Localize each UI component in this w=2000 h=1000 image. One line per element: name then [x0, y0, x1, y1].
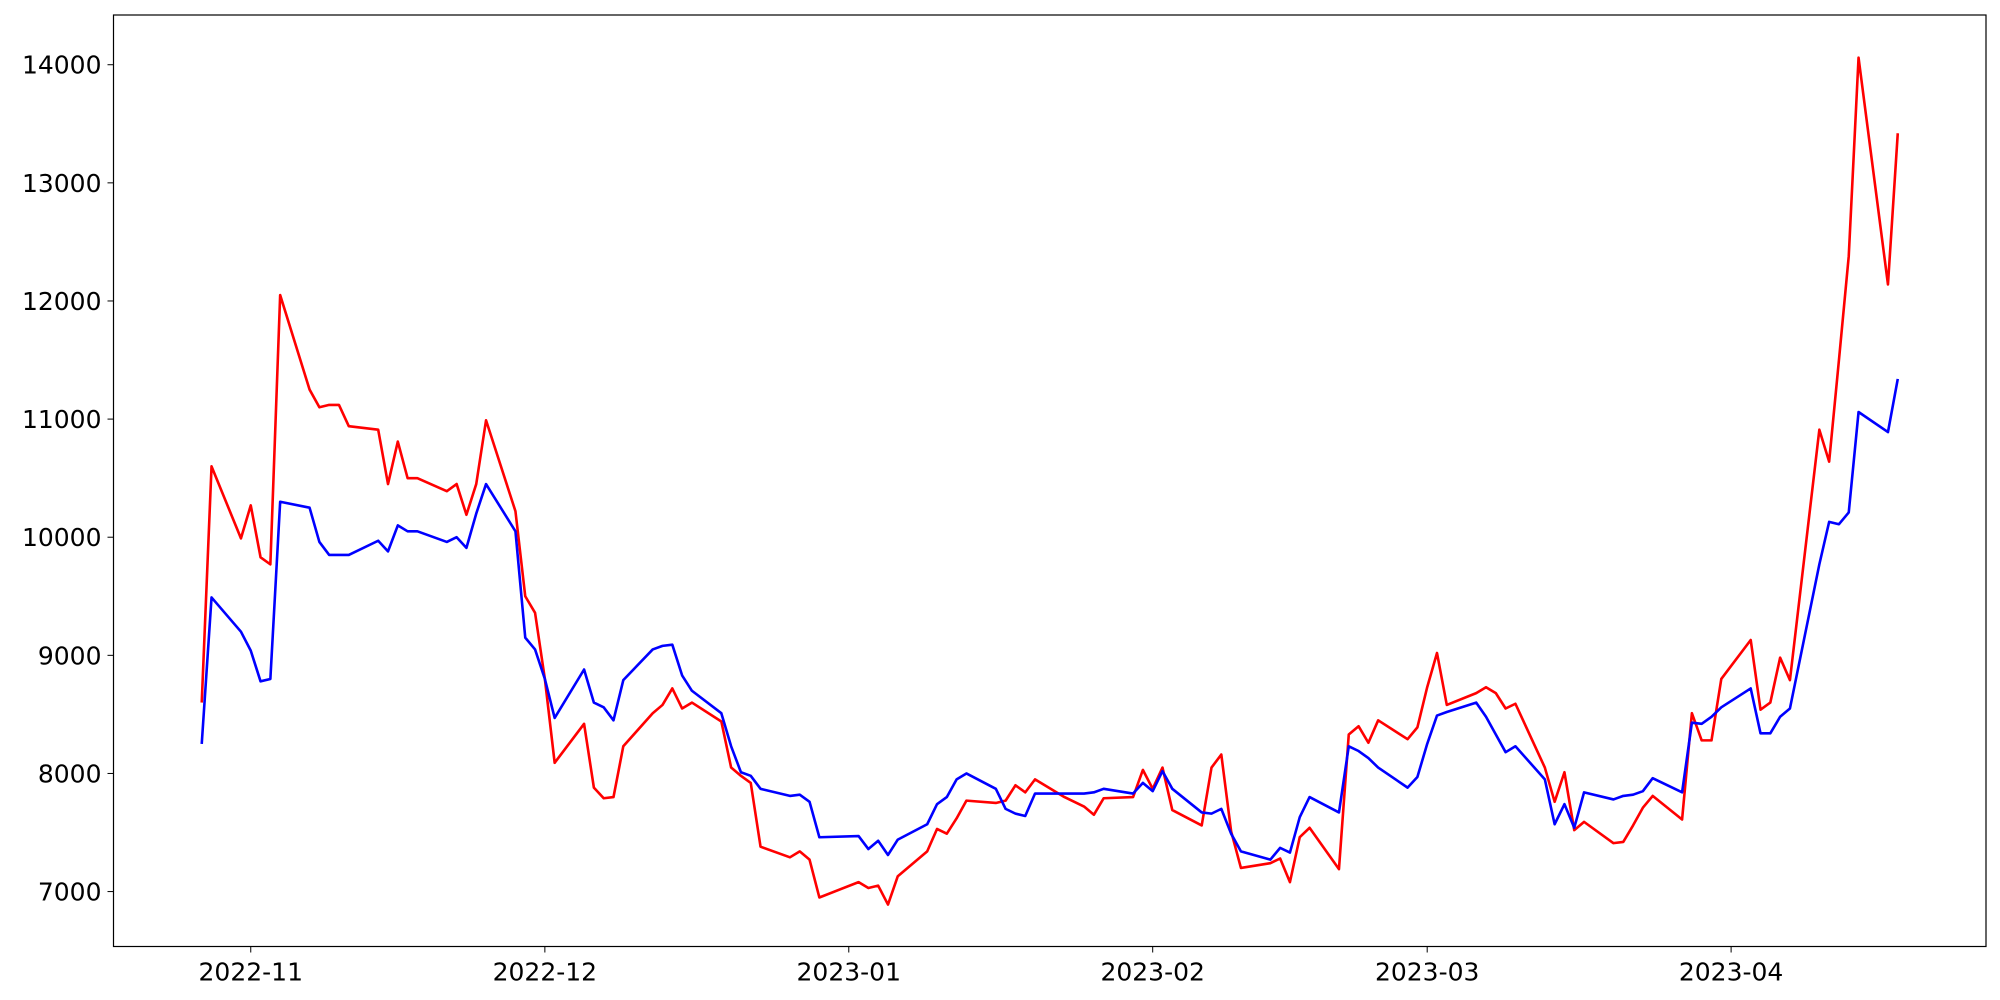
- x-tick-label: 2023-04: [1679, 958, 1783, 987]
- series-line: [200, 56, 1900, 906]
- series-line: [200, 378, 1900, 861]
- y-tick-label: 13000: [22, 169, 102, 198]
- x-tick-label: 2022-11: [199, 958, 303, 987]
- y-tick-label: 10000: [22, 523, 102, 552]
- y-tick-label: 14000: [22, 51, 102, 80]
- y-tick-label: 12000: [22, 287, 102, 316]
- x-tick-label: 2023-02: [1100, 958, 1204, 987]
- y-tick-label: 7000: [38, 878, 102, 907]
- y-tick-label: 9000: [38, 641, 102, 670]
- x-tick-label: 2023-03: [1375, 958, 1479, 987]
- x-tick-label: 2023-01: [797, 958, 901, 987]
- plot-frame: [112, 14, 1987, 948]
- x-tick-label: 2022-12: [493, 958, 597, 987]
- y-tick-label: 8000: [38, 759, 102, 788]
- y-tick-label: 11000: [22, 405, 102, 434]
